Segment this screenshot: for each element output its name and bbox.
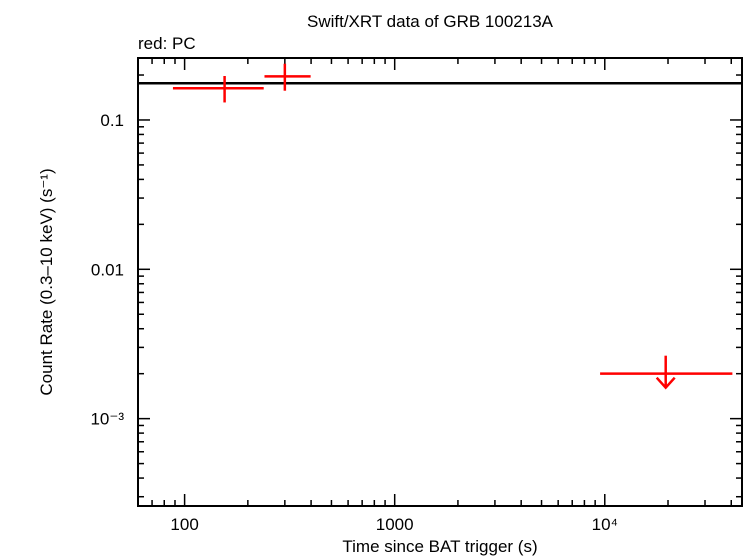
- data-points: [172, 63, 733, 390]
- x-tick-label: 1000: [376, 515, 414, 534]
- upper-limit-arrow-icon: [655, 376, 676, 390]
- x-tick-label: 100: [170, 515, 198, 534]
- data-point: [264, 63, 311, 91]
- y-axis-label: Count Rate (0.3–10 keV) (s⁻¹): [37, 168, 56, 395]
- upper-limit: [600, 355, 733, 390]
- x-tick-label: 10⁴: [592, 515, 618, 534]
- x-axis-label: Time since BAT trigger (s): [342, 537, 537, 556]
- chart-subtitle: red: PC: [138, 34, 196, 53]
- x-tick-labels: 100 1000 10⁴: [170, 515, 617, 534]
- y-tick-label: 0.01: [91, 260, 124, 279]
- y-tick-label: 10⁻³: [90, 410, 124, 429]
- plot-frame: [137, 57, 743, 507]
- y-tick-label: 0.1: [100, 111, 124, 130]
- y-tick-labels: 0.1 0.01 10⁻³: [90, 111, 124, 429]
- data-point: [172, 75, 264, 103]
- axis-ticks: [137, 58, 742, 506]
- chart-title: Swift/XRT data of GRB 100213A: [307, 12, 554, 31]
